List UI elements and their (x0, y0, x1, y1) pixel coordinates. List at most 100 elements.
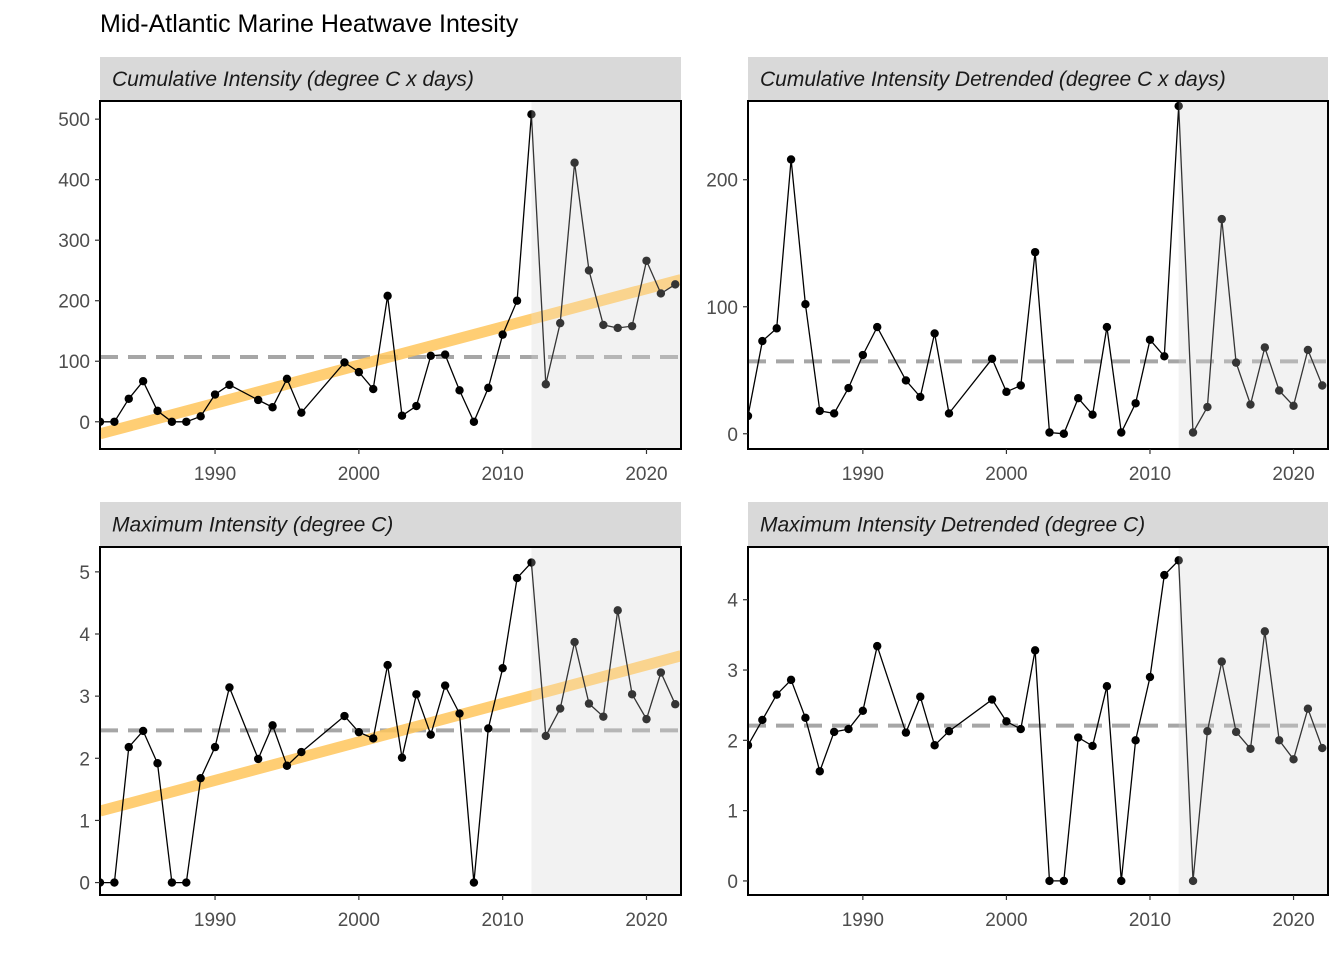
y-tick-label: 400 (58, 171, 90, 192)
x-tick-label: 2020 (625, 464, 667, 485)
data-point (225, 683, 234, 692)
data-point (440, 350, 450, 359)
data-point (656, 289, 666, 298)
data-point (1231, 727, 1241, 737)
data-point (527, 558, 536, 567)
data-point (1117, 876, 1126, 886)
data-point (167, 417, 177, 426)
panel-border (747, 546, 1329, 896)
data-point (930, 329, 939, 338)
data-point (469, 417, 479, 426)
data-point (987, 354, 997, 364)
y-tick-label: 0 (79, 413, 90, 434)
data-point (1045, 876, 1054, 886)
data-point (1145, 335, 1155, 344)
data-point (916, 692, 925, 701)
data-point (858, 350, 868, 360)
data-point (1073, 733, 1083, 742)
data-point (297, 747, 306, 757)
data-point (916, 392, 925, 402)
data-point (1289, 755, 1298, 764)
data-point (829, 727, 839, 737)
data-point (1016, 381, 1025, 390)
recent-period-overlay (531, 547, 681, 895)
panel-plot-area (100, 101, 681, 449)
x-tick-label: 2010 (1129, 910, 1171, 931)
data-point (748, 411, 753, 421)
data-point (440, 681, 450, 690)
data-point (671, 280, 680, 289)
data-point (599, 320, 608, 330)
x-tick-label: 2000 (985, 910, 1027, 931)
data-point (397, 411, 407, 420)
data-point (1231, 358, 1241, 367)
facet-strip-label: Maximum Intensity Detrended (degree C) (760, 514, 1145, 537)
facet-strip-label: Maximum Intensity (degree C) (112, 514, 393, 537)
data-point (944, 409, 954, 418)
series-line (748, 106, 1323, 435)
data-point (282, 761, 292, 770)
data-point (1174, 556, 1183, 565)
data-point (844, 383, 853, 393)
y-tick-label: 3 (79, 687, 90, 708)
trend-line (100, 274, 681, 440)
data-point (1217, 657, 1226, 666)
data-point (642, 714, 651, 724)
x-tick-label: 1990 (194, 464, 236, 485)
data-point (412, 401, 421, 411)
data-point (858, 706, 868, 716)
x-tick-label: 2020 (1272, 464, 1314, 485)
data-point (426, 351, 435, 360)
data-point (786, 675, 796, 685)
data-point (182, 878, 191, 887)
data-point (124, 742, 133, 752)
data-point (225, 380, 234, 390)
data-point (570, 158, 579, 167)
data-point (100, 878, 105, 887)
data-point (829, 409, 839, 418)
data-point (1303, 704, 1313, 713)
data-point (627, 321, 637, 331)
data-point (369, 734, 378, 743)
data-point (555, 704, 565, 713)
data-point (873, 322, 882, 332)
data-point (512, 296, 522, 305)
data-point (1131, 399, 1140, 408)
data-point (484, 383, 493, 393)
data-point (758, 715, 767, 725)
data-point (1088, 741, 1097, 751)
recent-period-overlay (1178, 547, 1328, 895)
x-tick-label: 2020 (1272, 910, 1314, 931)
data-point (772, 324, 781, 333)
recent-period-overlay (1178, 101, 1328, 449)
data-point (584, 699, 594, 708)
data-point (772, 690, 781, 699)
data-point (555, 318, 565, 328)
data-point (671, 700, 680, 709)
panel-bottom-right: Maximum Intensity Detrended (degree C) 0 1… (727, 502, 1329, 931)
x-tick-label: 1990 (842, 910, 884, 931)
data-point (397, 753, 407, 762)
data-point (1246, 400, 1255, 409)
y-tick-label: 4 (79, 625, 90, 646)
panel-plot-area (748, 101, 1328, 449)
data-point (412, 690, 421, 699)
data-point (627, 690, 637, 699)
y-tick-label: 2 (79, 749, 90, 770)
data-point (748, 741, 753, 750)
data-point (1274, 386, 1284, 395)
facet-strip-label: Cumulative Intensity Detrended (degree C… (760, 68, 1226, 91)
data-point (1188, 428, 1198, 437)
data-point (282, 374, 292, 383)
data-point (100, 417, 105, 426)
x-tick-label: 2010 (482, 464, 524, 485)
data-point (1030, 646, 1040, 655)
data-point (1059, 876, 1069, 886)
recent-period-overlay (531, 101, 681, 449)
data-point (498, 330, 507, 339)
data-point (1102, 322, 1112, 332)
data-point (844, 724, 853, 734)
data-point (253, 395, 263, 405)
data-point (1145, 672, 1155, 682)
